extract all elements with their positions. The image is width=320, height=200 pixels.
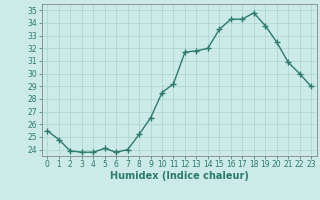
X-axis label: Humidex (Indice chaleur): Humidex (Indice chaleur): [110, 171, 249, 181]
